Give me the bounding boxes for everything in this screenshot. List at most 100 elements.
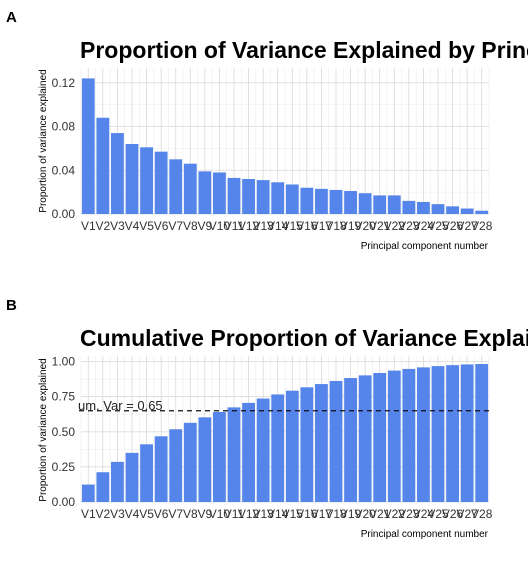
chart-b-bar-v5: [140, 444, 153, 502]
chart-b-bar-v15: [285, 390, 299, 502]
chart-b-xtick-label: V27: [456, 507, 478, 521]
chart-a-bar-v5: [140, 147, 153, 214]
chart-a-bar-v26: [446, 206, 459, 214]
chart-a-xtick-label: V5: [139, 219, 154, 233]
chart-a-bar-v7: [169, 159, 183, 214]
chart-a-bar-v21: [373, 195, 387, 214]
chart-b-bar-v9: [198, 417, 212, 502]
chart-b-bar-v14: [271, 394, 285, 502]
chart-b-xtick-label: V1: [81, 507, 96, 521]
chart-a-title: Proportion of Variance Explained by Prin…: [80, 37, 528, 63]
chart-a-xtick-label: V20: [354, 219, 376, 233]
chart-a-bar-v27: [460, 208, 474, 214]
chart-b-xtick-label: V18: [325, 507, 347, 521]
chart-b-xtick-label: V9: [198, 507, 213, 521]
chart-b-xtick-label: V8: [183, 507, 198, 521]
chart-b-xtick-label: V13: [252, 507, 274, 521]
chart-a-xtick-label: V15: [282, 219, 304, 233]
chart-b-xtick-label: V7: [168, 507, 183, 521]
chart-b-bar-v25: [431, 366, 445, 502]
chart-a-bar-v18: [329, 189, 343, 214]
chart-b-xtick-label: V16: [296, 507, 318, 521]
chart-b-bar-v27: [460, 364, 474, 502]
chart-b-bar-v2: [96, 472, 110, 502]
chart-a-bar-v28: [475, 210, 489, 214]
chart-a-bar-v4: [125, 144, 139, 214]
chart-b-ytick-label: 0.25: [52, 460, 76, 474]
chart-a-bar-v25: [431, 204, 445, 214]
chart-a-bar-v12: [242, 179, 255, 214]
chart-b-title: Cumulative Proportion of Variance Explai…: [80, 325, 528, 351]
chart-a-bar-v2: [96, 117, 110, 214]
chart-b-bar-v26: [446, 365, 459, 502]
chart-a-xtick-label: V13: [252, 219, 274, 233]
chart-a-xtick-label: V14: [267, 219, 289, 233]
chart-b-bar-v23: [402, 368, 416, 502]
chart-a-bar-v23: [402, 200, 416, 214]
chart-b-xtick-label: V24: [413, 507, 435, 521]
chart-a-bar-v9: [198, 171, 212, 214]
chart-a-bar-v10: [213, 172, 226, 214]
chart-b-xtick-label: V4: [125, 507, 140, 521]
chart-a-bar-v15: [285, 184, 299, 214]
chart-a-xtick-label: V25: [427, 219, 449, 233]
chart-b-xtick-label: V3: [110, 507, 125, 521]
chart-b-xtick-label: V6: [154, 507, 169, 521]
chart-b-bar-v8: [183, 422, 197, 502]
chart-a-xtick-label: V19: [340, 219, 362, 233]
chart-b-xtick-label: V10: [209, 507, 231, 521]
panel-letter-a: A: [6, 9, 17, 26]
chart-a-xtick-label: V3: [110, 219, 125, 233]
chart-b-xtick-label: V25: [427, 507, 449, 521]
chart-b-bar-v18: [329, 380, 343, 502]
chart-a-xtick-label: V7: [168, 219, 183, 233]
chart-a-bar-v17: [315, 188, 328, 214]
chart-b-xtick-label: V20: [354, 507, 376, 521]
chart-a-bar-v6: [154, 151, 168, 214]
chart-b-xtick-label: V22: [384, 507, 406, 521]
chart-a-bar-v22: [387, 195, 401, 214]
chart-a-ytick-label: 0.08: [52, 120, 76, 134]
chart-a-bar-v20: [358, 193, 372, 214]
chart-b-xtick-label: V12: [238, 507, 260, 521]
chart-a-xtick-label: V6: [154, 219, 169, 233]
chart-a-xtick-label: V9: [198, 219, 213, 233]
chart-a-xtick-label: V17: [311, 219, 333, 233]
chart-b-ylabel: Proportion of variance explained: [38, 358, 49, 501]
chart-a-bar-v3: [111, 133, 124, 214]
chart-a-bar-v8: [183, 163, 197, 214]
chart-b-xtick-label: V15: [282, 507, 304, 521]
chart-a-ytick-label: 0.12: [52, 76, 76, 90]
chart-b-bar-v28: [475, 364, 489, 502]
chart-b-xtick-label: V17: [311, 507, 333, 521]
chart-a-xtick-label: V11: [224, 219, 245, 233]
chart-a-xtick-label: V4: [125, 219, 140, 233]
chart-b-bar-v20: [358, 375, 372, 502]
chart-a-xtick-label: V2: [96, 219, 111, 233]
chart-a-xtick-label: V10: [209, 219, 231, 233]
chart-b-bar-v12: [242, 402, 255, 502]
chart-b-hline-label: um. Var = 0.65: [78, 398, 163, 413]
chart-a-bar-v11: [227, 177, 241, 214]
chart-b-bar-v11: [227, 407, 241, 502]
chart-a-xtick-label: V21: [369, 219, 391, 233]
chart-a-xtick-label: V23: [398, 219, 420, 233]
chart-b-ytick-label: 0.75: [52, 390, 76, 404]
chart-a-xtick-label: V24: [413, 219, 435, 233]
chart-a-xlabel: Principal component number: [361, 241, 489, 252]
panel-letter-b: B: [6, 297, 17, 314]
chart-a-ytick-label: 0.04: [52, 163, 76, 177]
chart-b-bar-v17: [315, 384, 328, 502]
chart-a-bar-v1: [81, 78, 95, 214]
chart-a-xtick-label: V18: [325, 219, 347, 233]
chart-b-xtick-label: V14: [267, 507, 289, 521]
chart-b-bar-v16: [300, 387, 314, 502]
chart-a-ylabel: Proportion of variance explained: [38, 69, 49, 212]
chart-a-ytick-label: 0.00: [52, 207, 76, 221]
chart-a-xtick-label: V27: [456, 219, 478, 233]
chart-b-bar-v22: [387, 370, 401, 502]
chart-a-plot: 0.00 0.04 0.08 0.12 V1 V2 V3 V4 V5 V6 V7 V8 V9V10V11…: [52, 68, 493, 233]
chart-b-xtick-label: V19: [340, 507, 362, 521]
